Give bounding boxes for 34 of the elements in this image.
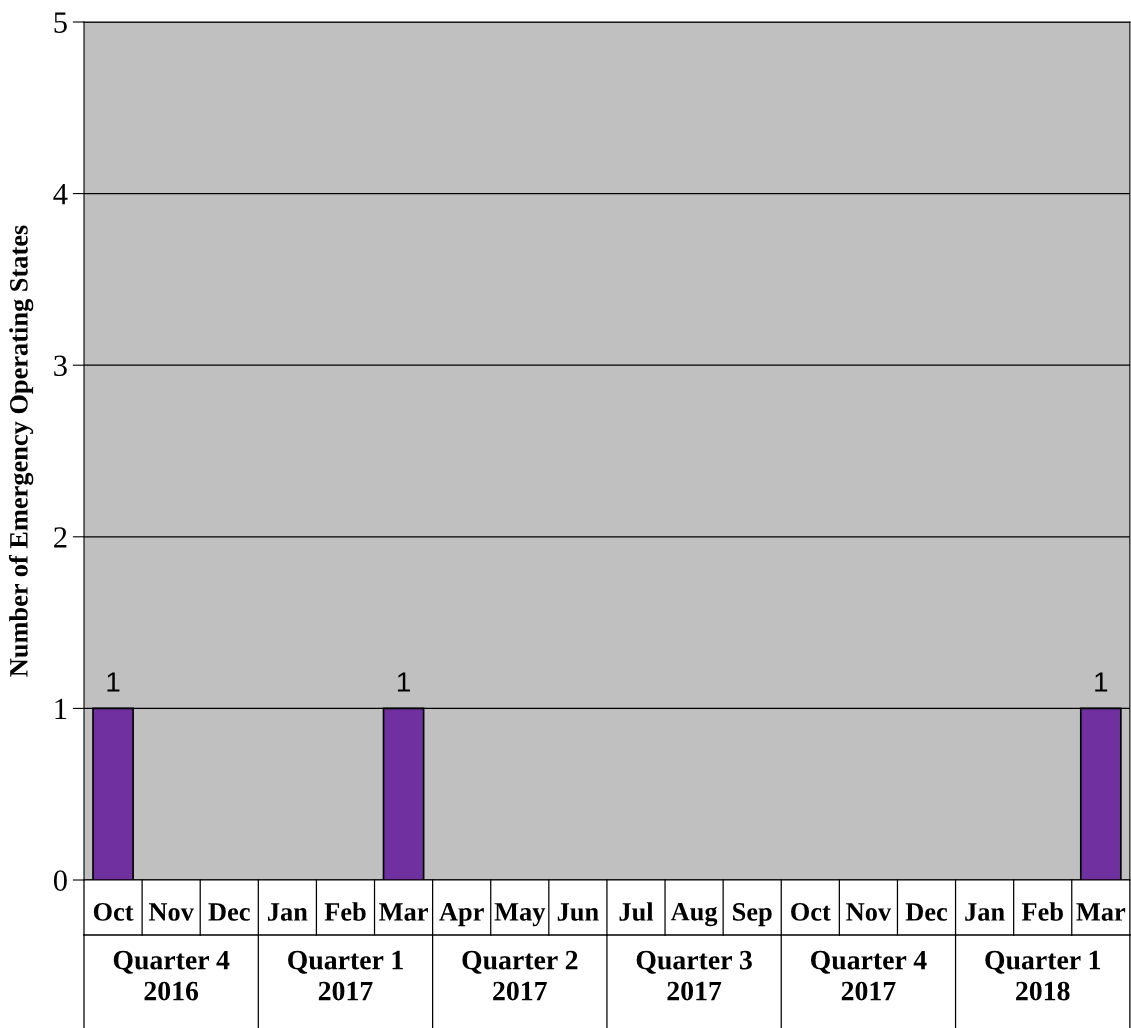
x-tick-label: Jan: [268, 903, 308, 921]
text: Quarter 4 2016: [113, 950, 230, 1001]
x-tick-label: May: [494, 903, 546, 927]
x-tick-label: Nov: [846, 903, 892, 921]
x-tick-label: Mar: [1076, 903, 1126, 921]
x-tick-label: Feb: [1021, 902, 1063, 921]
x-tick-label: Nov: [148, 903, 194, 921]
text: Quarter 4 2017: [811, 950, 927, 1001]
y-tick-label: 2: [54, 527, 67, 548]
y-tick-label: 4: [53, 184, 68, 205]
x-tick-label: Dec: [208, 903, 250, 921]
data-label: 1: [107, 672, 120, 692]
data-label: 1: [1095, 672, 1108, 692]
y-tick-label: 0: [53, 870, 67, 891]
x-tick-label: Oct: [791, 903, 831, 921]
x-tick-label: Aug: [670, 902, 718, 927]
x-tick-label: Dec: [905, 903, 948, 921]
y-tick-label: 5: [54, 12, 67, 33]
y-tick-label: 1: [55, 698, 67, 719]
text: Quarter 3 2017: [636, 950, 752, 1001]
x-tick-label: Jun: [557, 903, 599, 921]
x-tick-label: Oct: [93, 903, 134, 921]
text: Quarter 1 2018: [985, 950, 1101, 1001]
text: Quarter 1 2017: [288, 950, 403, 1001]
x-tick-label: Jan: [965, 903, 1005, 921]
x-tick-label: Jul: [619, 902, 654, 921]
x-tick-label: Feb: [324, 902, 366, 921]
x-tick-label: Mar: [379, 903, 428, 921]
data-label: 1: [397, 672, 410, 692]
y-axis-title: Number of Emergency Operating States: [8, 225, 34, 677]
y-tick-label: 3: [54, 355, 67, 377]
x-tick-label: Sep: [733, 903, 772, 927]
text: Quarter 2 2017: [462, 950, 578, 1001]
x-tick-label: Apr: [439, 903, 484, 927]
